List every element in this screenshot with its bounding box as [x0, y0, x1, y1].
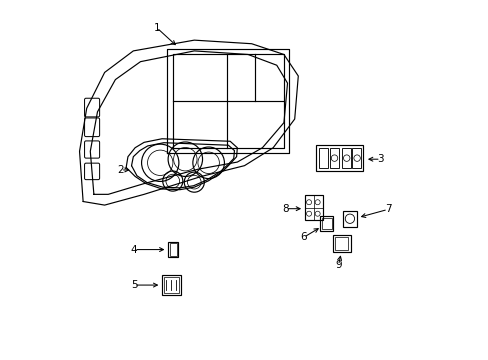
Text: 9: 9: [334, 260, 341, 270]
Bar: [341, 148, 351, 168]
Text: 2: 2: [117, 165, 124, 175]
Bar: [329, 148, 339, 168]
Bar: [162, 275, 180, 296]
Bar: [168, 242, 178, 257]
Bar: [163, 277, 179, 293]
Text: 5: 5: [130, 280, 137, 290]
Bar: [319, 216, 333, 231]
Bar: [304, 195, 322, 220]
Bar: [319, 148, 328, 168]
Bar: [321, 218, 331, 229]
Text: 4: 4: [130, 244, 137, 255]
Bar: [316, 145, 362, 171]
Bar: [169, 243, 176, 256]
Text: 6: 6: [300, 232, 306, 242]
Text: 3: 3: [377, 154, 383, 164]
Bar: [342, 211, 356, 226]
Text: 1: 1: [153, 23, 160, 33]
Bar: [351, 148, 361, 168]
Text: 8: 8: [282, 204, 288, 214]
Bar: [332, 234, 350, 252]
Text: 7: 7: [384, 204, 390, 215]
Bar: [334, 237, 348, 250]
